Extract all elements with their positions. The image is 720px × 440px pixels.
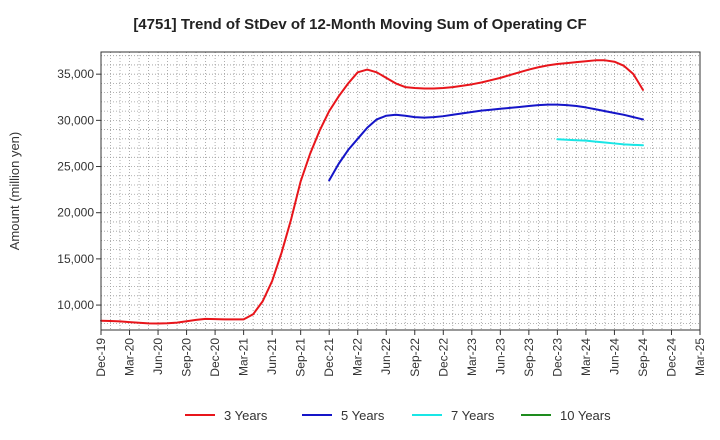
series-line-3-years	[100, 59, 644, 325]
x-tick-label: Dec-21	[322, 338, 336, 377]
x-tick-label: Sep-23	[522, 338, 536, 377]
y-tick-label: 25,000	[57, 160, 94, 174]
chart-title: [4751] Trend of StDev of 12-Month Moving…	[133, 16, 586, 33]
x-tick-label: Mar-21	[237, 338, 251, 376]
x-tick-label: Jun-22	[379, 338, 393, 375]
x-tick-label: Dec-19	[94, 338, 108, 377]
x-tick-label: Sep-24	[636, 338, 650, 377]
x-tick-label: Dec-22	[436, 338, 450, 377]
y-tick-label: 15,000	[57, 252, 94, 266]
x-axis-ticks: Dec-19 Mar-20 Jun-20 Sep-20 Dec-20 Mar-21 Jun-…	[94, 330, 707, 377]
legend-label-7-years: 7 Years	[451, 408, 495, 423]
x-tick-label: Sep-21	[294, 338, 308, 377]
x-tick-label: Dec-20	[208, 338, 222, 377]
legend-label-10-years: 10 Years	[560, 408, 611, 423]
x-tick-label: Jun-24	[607, 338, 621, 375]
x-tick-label: Mar-25	[693, 338, 707, 376]
legend: 3 Years 5 Years 7 Years 10 Years	[185, 408, 611, 423]
x-tick-label: Sep-22	[408, 338, 422, 377]
x-tick-label: Jun-21	[265, 338, 279, 375]
x-tick-label: Mar-24	[579, 338, 593, 376]
x-tick-label: Mar-23	[465, 338, 479, 376]
series-line-5-years	[328, 103, 644, 182]
y-tick-label: 20,000	[57, 206, 94, 220]
y-tick-label: 10,000	[57, 298, 94, 312]
y-axis-ticks: 10,000 15,000 20,000 25,000 30,000 35,000	[57, 67, 101, 312]
x-tick-label: Mar-22	[351, 338, 365, 376]
series-lines	[100, 59, 644, 325]
x-tick-label: Mar-20	[123, 338, 137, 376]
y-tick-label: 35,000	[57, 67, 94, 81]
y-tick-label: 30,000	[57, 113, 94, 127]
x-tick-label: Jun-20	[151, 338, 165, 375]
x-tick-label: Dec-24	[664, 338, 678, 377]
x-tick-label: Dec-23	[550, 338, 564, 377]
y-axis-label: Amount (million yen)	[7, 132, 22, 251]
x-tick-label: Sep-20	[180, 338, 194, 377]
series-line-7-years	[556, 138, 644, 147]
plot-area	[101, 52, 700, 330]
grid	[101, 52, 700, 330]
plot-border	[100, 51, 701, 331]
legend-label-5-years: 5 Years	[341, 408, 385, 423]
x-tick-label: Jun-23	[493, 338, 507, 375]
legend-label-3-years: 3 Years	[224, 408, 268, 423]
